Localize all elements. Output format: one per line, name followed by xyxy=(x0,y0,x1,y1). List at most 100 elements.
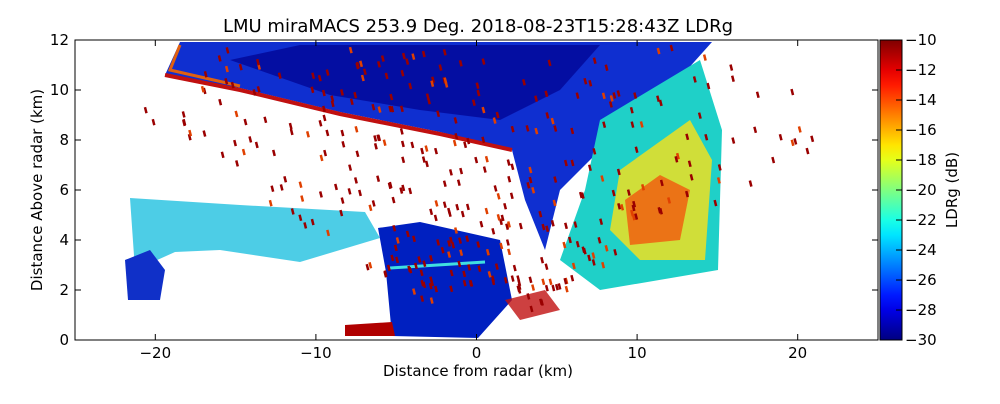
speckle xyxy=(510,275,515,282)
speckle xyxy=(611,189,616,197)
speckle xyxy=(310,86,315,94)
speckle xyxy=(401,156,406,164)
speckle xyxy=(235,160,240,167)
speckle xyxy=(447,210,452,217)
speckle xyxy=(318,120,323,127)
speckle xyxy=(353,177,358,184)
speckle xyxy=(468,279,473,287)
speckle xyxy=(459,249,464,257)
speckle xyxy=(571,262,576,270)
speckle xyxy=(420,295,425,302)
speckle xyxy=(353,91,358,99)
speckle xyxy=(348,46,353,54)
speckle xyxy=(325,129,330,137)
speckle xyxy=(252,89,257,96)
speckle xyxy=(234,110,239,118)
y-tick-label: 10 xyxy=(50,81,69,99)
speckle xyxy=(612,92,617,99)
x-tick-label: 0 xyxy=(472,344,482,362)
speckle xyxy=(317,74,322,82)
speckle xyxy=(200,85,205,93)
speckle xyxy=(442,180,447,188)
speckle xyxy=(448,169,453,176)
speckle xyxy=(656,95,661,103)
speckle xyxy=(392,225,397,232)
speckle xyxy=(256,86,261,93)
speckle xyxy=(456,179,461,186)
speckle xyxy=(272,149,276,157)
speckle xyxy=(395,256,399,264)
speckle xyxy=(359,60,363,68)
y-tick-label: 4 xyxy=(59,231,69,249)
speckle xyxy=(434,285,439,293)
speckle xyxy=(399,187,404,194)
speckle xyxy=(604,245,609,252)
echo-region xyxy=(625,175,690,245)
speckle xyxy=(575,92,580,99)
speckle xyxy=(599,218,604,225)
speckle xyxy=(484,207,489,215)
speckle xyxy=(689,174,694,181)
speckle xyxy=(554,283,559,291)
speckle xyxy=(303,222,308,229)
colorbar-tick-label: −12 xyxy=(905,61,937,79)
speckle xyxy=(810,135,815,143)
speckle xyxy=(347,188,352,195)
speckle xyxy=(431,76,436,84)
speckle xyxy=(617,202,622,210)
speckle xyxy=(692,76,697,83)
speckle xyxy=(457,260,462,268)
speckle xyxy=(349,98,354,106)
speckle xyxy=(507,221,511,228)
speckle xyxy=(400,69,405,77)
speckle xyxy=(616,90,621,97)
speckle xyxy=(553,125,558,132)
speckle xyxy=(410,141,415,149)
speckle xyxy=(422,281,427,289)
speckle xyxy=(557,283,562,290)
speckle xyxy=(476,241,481,248)
speckle xyxy=(408,82,413,90)
speckle xyxy=(588,80,593,87)
speckle xyxy=(460,210,465,218)
speckle xyxy=(462,279,467,287)
speckle xyxy=(417,256,422,263)
speckle xyxy=(401,184,406,192)
speckle xyxy=(608,101,613,108)
speckle xyxy=(495,111,500,119)
speckle xyxy=(702,54,707,61)
speckle xyxy=(425,93,430,100)
speckle xyxy=(323,149,328,157)
speckle xyxy=(289,128,294,136)
speckle xyxy=(659,179,664,187)
speckle xyxy=(550,117,555,125)
speckle xyxy=(424,145,429,152)
speckle xyxy=(405,230,410,238)
speckle xyxy=(716,177,721,184)
speckle xyxy=(400,140,405,148)
speckle xyxy=(383,270,388,277)
speckle xyxy=(685,133,690,141)
speckle xyxy=(481,136,486,144)
speckle xyxy=(573,221,578,228)
speckle xyxy=(805,147,810,155)
speckle xyxy=(408,187,413,195)
speckle xyxy=(518,222,523,230)
speckle xyxy=(339,209,344,217)
speckle xyxy=(429,297,434,304)
speckle xyxy=(597,237,602,244)
speckle xyxy=(243,118,248,126)
speckle xyxy=(753,126,758,134)
speckle xyxy=(563,277,568,285)
speckle xyxy=(224,65,229,73)
speckle xyxy=(330,100,335,108)
speckle xyxy=(634,146,639,154)
speckle xyxy=(481,58,486,65)
x-tick-label: −10 xyxy=(300,344,332,362)
speckle xyxy=(248,136,253,143)
speckle xyxy=(277,72,282,79)
speckle xyxy=(675,152,680,160)
speckle xyxy=(447,240,452,247)
speckle xyxy=(462,270,467,278)
speckle xyxy=(449,285,454,293)
